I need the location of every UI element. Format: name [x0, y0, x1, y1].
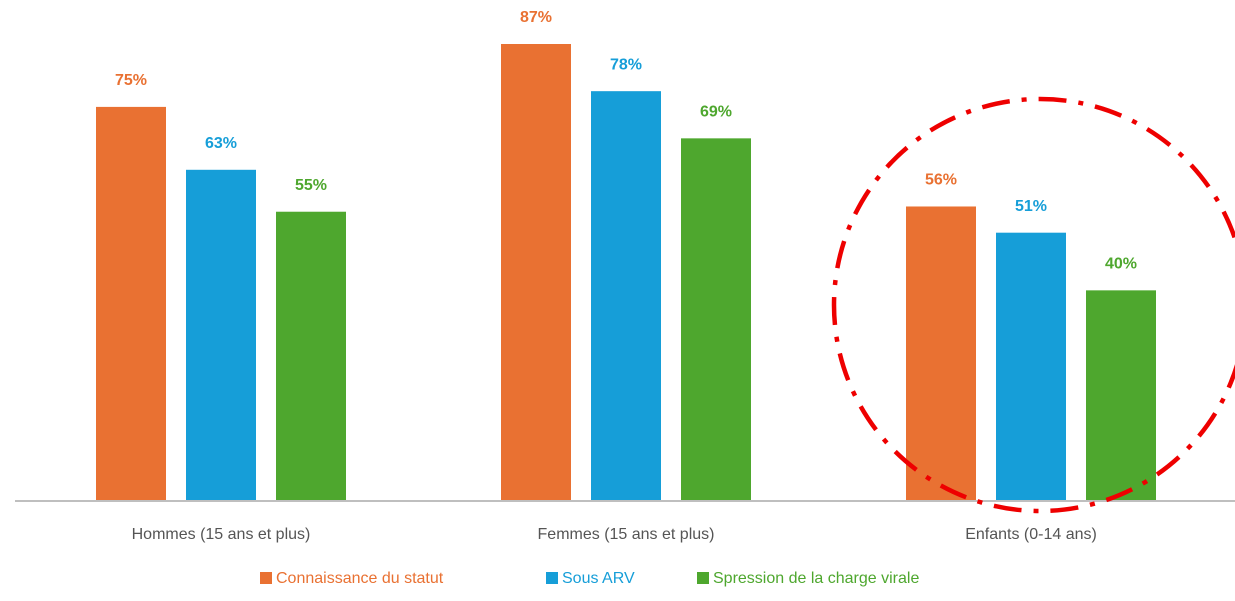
value-label: 55%	[295, 177, 327, 194]
legend-label: Connaissance du statut	[276, 570, 444, 587]
bar	[681, 138, 751, 500]
x-tick-label: Enfants (0-14 ans)	[965, 526, 1097, 543]
bar	[501, 44, 571, 500]
value-label: 63%	[205, 135, 237, 152]
value-label: 75%	[115, 72, 147, 89]
legend-swatch	[697, 572, 709, 584]
bar	[96, 106, 166, 501]
plot: Hommes (15 ans et plus) 75% 63% 55% Femmes (…	[96, 9, 1156, 587]
highlight-circle	[831, 96, 1235, 514]
x-tick-label: Femmes (15 ans et plus)	[538, 526, 715, 543]
x-tick-label: Hommes (15 ans et plus)	[132, 526, 311, 543]
bar	[186, 169, 256, 501]
value-label: 87%	[520, 9, 552, 26]
bar	[996, 232, 1066, 501]
bar	[1086, 290, 1156, 500]
value-label: 56%	[925, 172, 957, 189]
bar	[591, 91, 661, 500]
bar	[276, 211, 346, 501]
value-label: 51%	[1015, 198, 1047, 215]
value-label: 40%	[1105, 256, 1137, 273]
value-label: 78%	[610, 56, 642, 73]
legend-swatch	[546, 572, 558, 584]
legend-label: Sous ARV	[562, 570, 635, 587]
legend-label: Spression de la charge virale	[713, 570, 919, 587]
legend-swatch	[260, 572, 272, 584]
bar	[906, 206, 976, 500]
value-label: 69%	[700, 104, 732, 121]
